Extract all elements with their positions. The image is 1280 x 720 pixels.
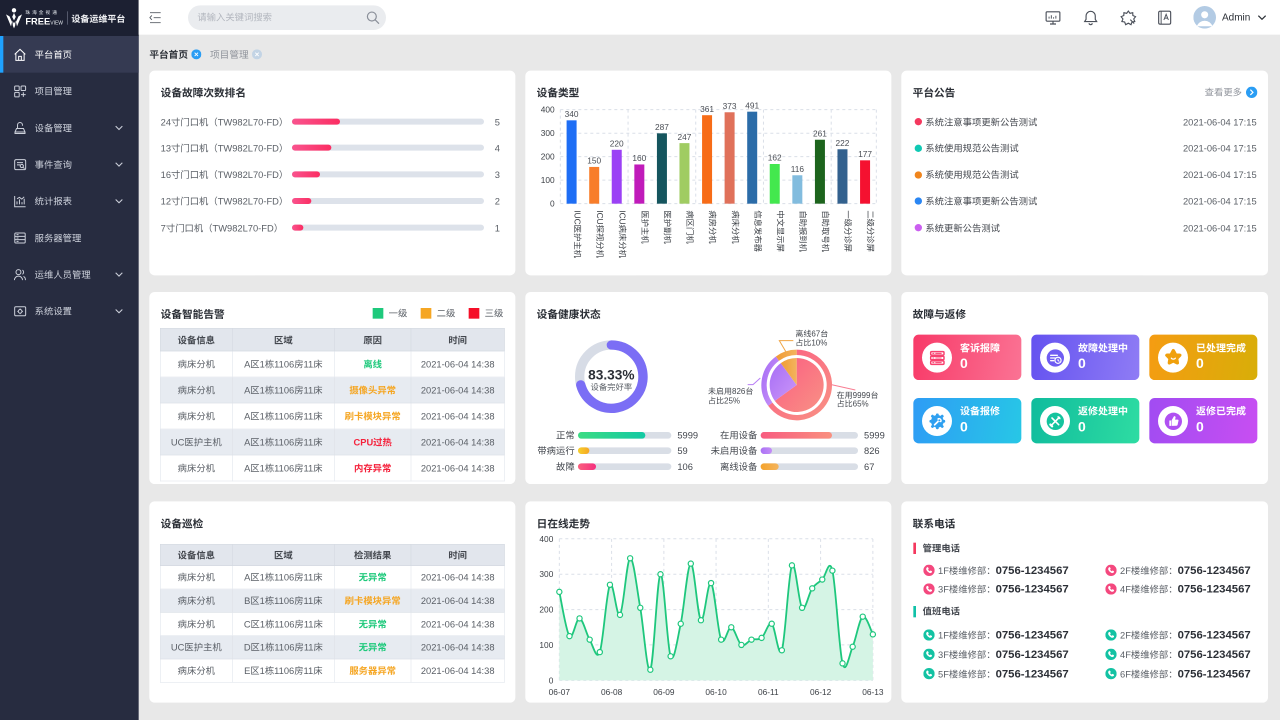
svg-text:100: 100 [539, 640, 553, 650]
svg-text:06-13: 06-13 [862, 687, 884, 697]
svg-text:病床分机: 病床分机 [730, 210, 740, 244]
svg-text:中文显示屏: 中文显示屏 [775, 210, 785, 252]
svg-text:160: 160 [632, 153, 646, 163]
svg-text:200: 200 [539, 605, 553, 615]
svg-text:ICU病床分机: ICU病床分机 [617, 210, 627, 258]
svg-text:162: 162 [768, 153, 782, 163]
svg-text:177: 177 [858, 149, 872, 159]
svg-text:病区门机: 病区门机 [685, 210, 695, 244]
svg-text:未启用826台: 未启用826台 [708, 387, 753, 396]
svg-text:261: 261 [813, 128, 827, 138]
svg-text:06-09: 06-09 [653, 687, 675, 697]
svg-text:220: 220 [610, 138, 624, 148]
svg-text:340: 340 [565, 109, 579, 119]
svg-text:病房分机: 病房分机 [708, 210, 718, 244]
svg-text:361: 361 [700, 104, 714, 114]
svg-text:300: 300 [539, 569, 553, 579]
svg-text:400: 400 [541, 105, 555, 115]
svg-text:占比10%: 占比10% [795, 338, 827, 347]
svg-text:0: 0 [550, 199, 555, 209]
svg-text:医护主机: 医护主机 [640, 210, 650, 244]
svg-text:06-10: 06-10 [705, 687, 727, 697]
svg-text:设备完好率: 设备完好率 [591, 382, 633, 392]
svg-text:二级分诊屏: 二级分诊屏 [866, 210, 876, 252]
svg-text:373: 373 [723, 101, 737, 111]
svg-text:离线67台: 离线67台 [795, 330, 828, 339]
svg-text:06-11: 06-11 [758, 687, 779, 697]
svg-text:222: 222 [836, 138, 850, 148]
svg-text:247: 247 [678, 132, 692, 142]
svg-text:ICU探视分机: ICU探视分机 [595, 210, 605, 258]
svg-text:自助取号机: 自助取号机 [821, 210, 831, 252]
svg-text:300: 300 [541, 128, 555, 138]
svg-text:自助报到机: 自助报到机 [798, 210, 808, 252]
svg-text:400: 400 [539, 534, 553, 544]
svg-text:150: 150 [587, 156, 601, 166]
svg-text:83.33%: 83.33% [588, 367, 634, 382]
svg-text:100: 100 [541, 175, 555, 185]
svg-text:116: 116 [791, 164, 805, 174]
svg-text:06-07: 06-07 [549, 687, 571, 697]
svg-text:491: 491 [745, 100, 759, 110]
svg-text:06-08: 06-08 [601, 687, 623, 697]
svg-text:06-12: 06-12 [810, 687, 832, 697]
svg-text:287: 287 [655, 122, 669, 132]
svg-text:200: 200 [541, 152, 555, 162]
svg-text:信息发布器: 信息发布器 [753, 210, 763, 252]
svg-text:0: 0 [549, 675, 554, 685]
svg-text:在用9999台: 在用9999台 [837, 391, 879, 400]
svg-text:占比65%: 占比65% [837, 400, 869, 409]
svg-text:一级分诊屏: 一级分诊屏 [843, 210, 853, 252]
svg-text:IUC医护主机: IUC医护主机 [572, 210, 582, 258]
svg-text:医护副机: 医护副机 [663, 210, 673, 244]
svg-text:占比25%: 占比25% [708, 396, 740, 405]
